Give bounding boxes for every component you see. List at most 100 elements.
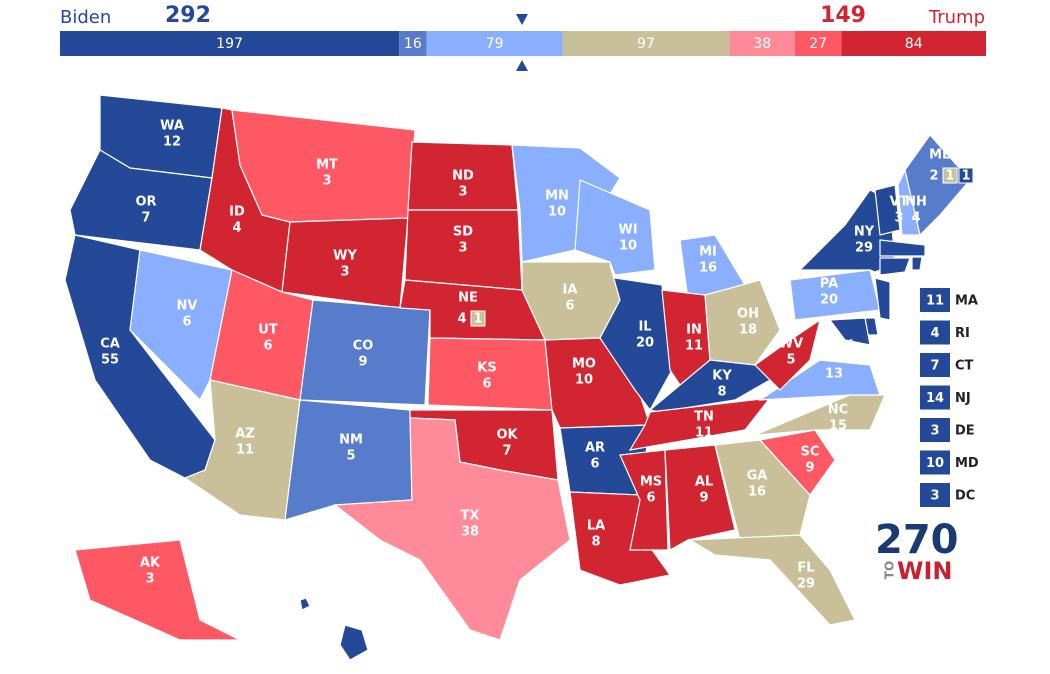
state-shape — [619, 449, 669, 551]
bar-segment — [794, 31, 842, 56]
state-votes: 6 — [263, 339, 272, 354]
state-abbr: PA — [820, 277, 838, 292]
state-shape — [879, 239, 926, 257]
state-shape — [911, 256, 923, 271]
state-votes: 11 — [695, 426, 713, 441]
state-abbr: FL — [797, 561, 814, 576]
state-abbr: OK — [496, 428, 518, 443]
state-shape — [754, 394, 886, 436]
state-shape — [333, 417, 571, 641]
state-abbr: KS — [477, 361, 496, 376]
state-votes: 3 — [458, 241, 467, 256]
state-votes: 29 — [797, 577, 815, 592]
state-abbr: HI — [314, 631, 330, 646]
state-votes: 29 — [855, 241, 873, 256]
state-votes: 20 — [636, 336, 654, 351]
logo-win: WIN — [897, 557, 953, 585]
right-name: Trump — [928, 7, 985, 28]
small-state-abbr: RI — [955, 326, 970, 341]
state-shape — [757, 359, 881, 401]
state-abbr: SD — [453, 225, 473, 240]
state-shape — [574, 179, 656, 276]
state-votes: 55 — [101, 353, 119, 368]
state-votes: 3 — [340, 265, 349, 280]
small-state-box — [920, 450, 950, 475]
small-state-box — [920, 353, 950, 377]
marker-bottom — [516, 60, 528, 71]
bar-value: 16 — [404, 36, 422, 52]
state-abbr: WA — [160, 119, 184, 134]
small-state-box — [920, 320, 950, 345]
bar-value: 38 — [753, 36, 771, 52]
state-abbr: ND — [452, 169, 474, 184]
state-abbr: SC — [801, 445, 820, 460]
district-box — [958, 167, 974, 184]
small-state-votes: 3 — [930, 489, 939, 504]
small-state-votes: 11 — [926, 294, 944, 309]
district-votes: 1 — [945, 169, 954, 184]
state-abbr: AL — [695, 475, 713, 490]
state-shape — [828, 317, 871, 346]
left-name: Biden — [60, 7, 111, 28]
state-abbr: NH — [905, 195, 927, 210]
district-votes: 1 — [961, 169, 970, 184]
small-state-abbr: NJ — [955, 391, 971, 406]
bar-value: 84 — [905, 36, 923, 52]
small-state-box — [920, 288, 950, 312]
state-abbr: IA — [563, 283, 578, 298]
state-votes: 9 — [805, 461, 814, 476]
state-votes: 7 — [502, 444, 511, 459]
small-state-box — [920, 385, 950, 410]
state-shape — [874, 277, 891, 321]
state-votes: 16 — [699, 261, 717, 276]
bar-segment — [729, 31, 795, 56]
state-votes: 4 — [911, 211, 920, 226]
state-abbr: KY — [712, 369, 732, 384]
bar-value: 27 — [809, 36, 827, 52]
state-abbr: AR — [585, 441, 605, 456]
small-state-votes: 10 — [926, 456, 944, 471]
state-votes: 11 — [236, 443, 254, 458]
state-votes: 6 — [590, 457, 599, 472]
state-abbr: AZ — [235, 427, 255, 442]
state-votes: 16 — [748, 485, 766, 500]
state-shape — [714, 439, 811, 541]
state-votes: 5 — [346, 449, 355, 464]
state-shape — [798, 189, 896, 273]
state-shape — [874, 184, 901, 236]
state-abbr: VT — [890, 195, 909, 210]
state-votes: 10 — [548, 205, 566, 220]
state-votes: 5 — [786, 353, 795, 368]
state-abbr: GA — [747, 469, 768, 484]
state-abbr: OH — [737, 307, 759, 322]
state-abbr: MS — [640, 475, 662, 490]
state-abbr: OR — [135, 195, 156, 210]
state-abbr: NE — [458, 291, 478, 306]
state-abbr: NM — [339, 433, 363, 448]
state-abbr: TN — [694, 410, 714, 425]
bar-segment — [841, 31, 986, 56]
state-shape — [904, 134, 971, 237]
state-abbr: NY — [854, 225, 875, 240]
state-shape — [687, 534, 856, 626]
state-votes: 20 — [820, 293, 838, 308]
state-votes: 8 — [591, 535, 600, 550]
state-abbr: NV — [177, 299, 198, 314]
bar-segment — [562, 31, 730, 56]
state-shape — [879, 257, 911, 276]
state-votes: 13 — [825, 367, 843, 382]
small-state-abbr: DE — [955, 424, 975, 439]
marker-top — [516, 14, 528, 25]
state-abbr: MO — [572, 357, 596, 372]
state-votes: 6 — [182, 315, 191, 330]
state-votes: 10 — [619, 239, 637, 254]
state-abbr: WY — [333, 249, 357, 264]
state-votes: 38 — [461, 525, 479, 540]
state-abbr: MT — [316, 158, 338, 173]
bar-segment — [60, 31, 400, 56]
state-abbr: WV — [779, 337, 803, 352]
state-votes: 4 — [317, 647, 326, 662]
state-votes: 10 — [575, 373, 593, 388]
state-abbr: ME — [929, 148, 951, 163]
bar-segment — [399, 31, 427, 56]
